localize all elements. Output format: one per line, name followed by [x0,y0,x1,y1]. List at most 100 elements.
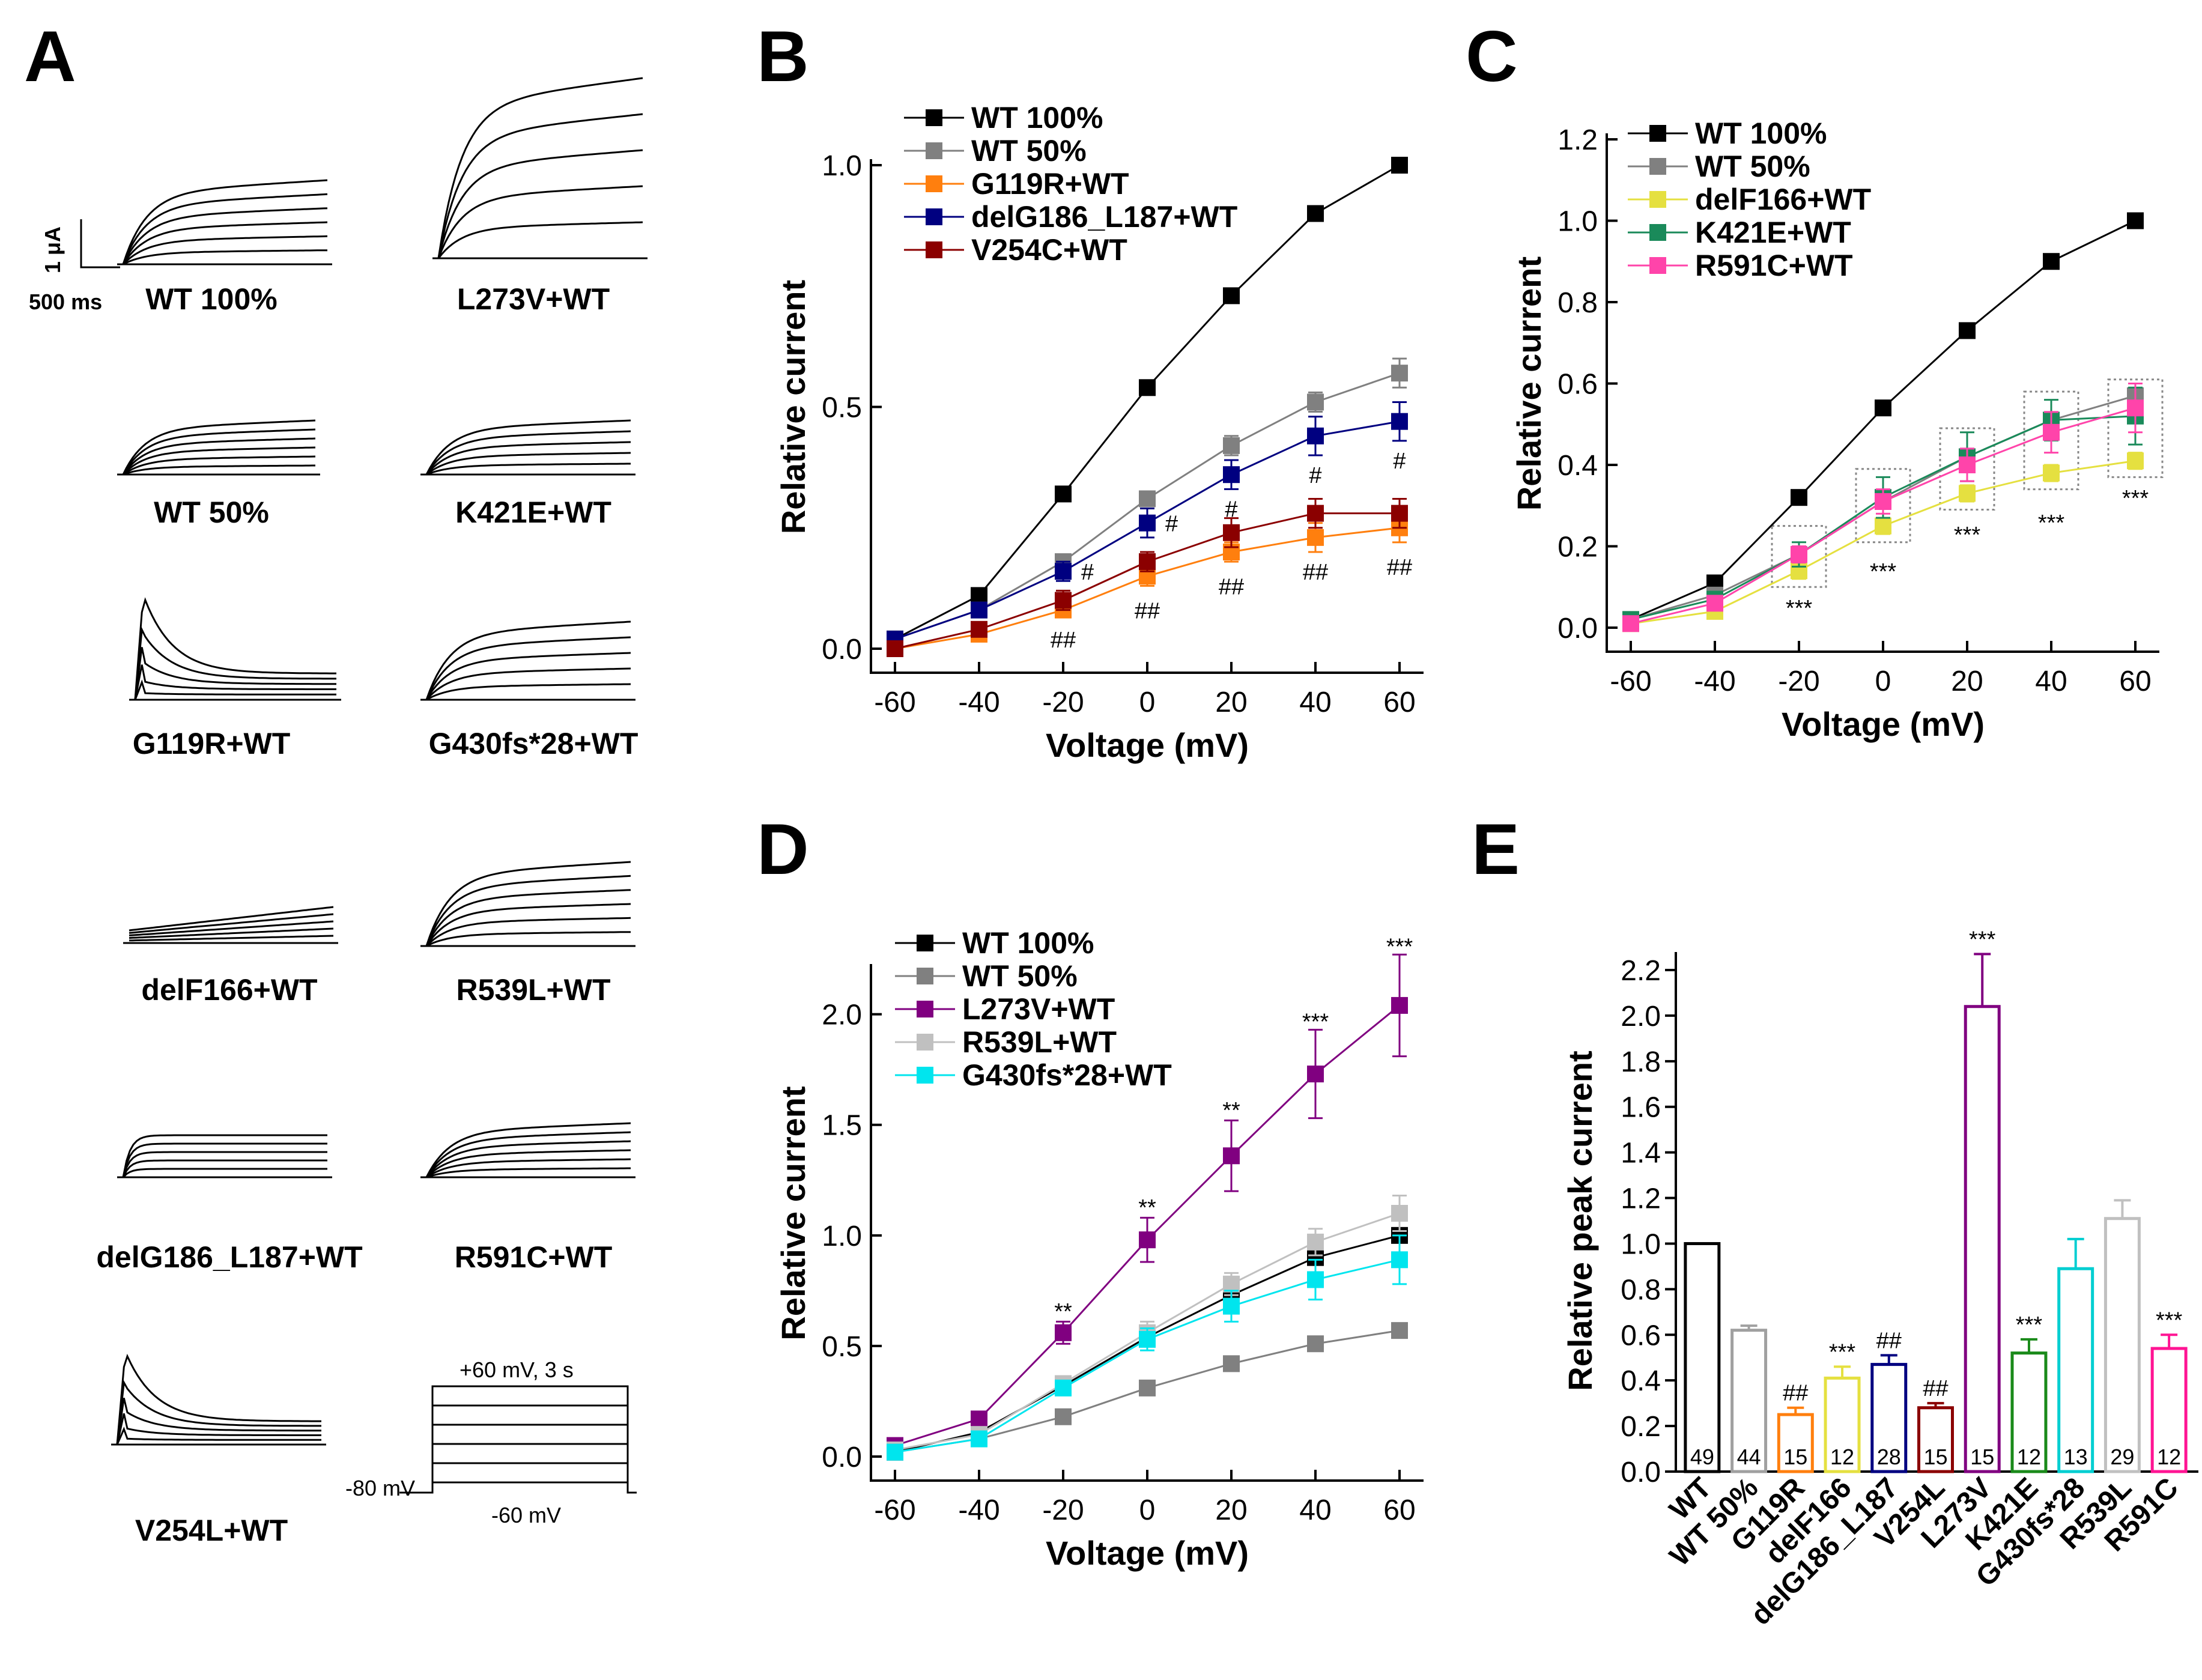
n-label: 44 [1737,1445,1761,1469]
significance-marker: *** [1829,1339,1856,1365]
y-axis-label: Relative current [774,280,812,534]
trace-sweep [129,920,334,936]
data-point [2127,399,2144,417]
trace-sweep [425,861,631,947]
trace-sweep [123,464,315,476]
trace-sweep [437,221,643,259]
legend-label-wt-50: WT 50% [971,134,1087,168]
trace-label-wt-50: WT 50% [154,496,269,529]
x-tick-label: -60 [874,687,915,718]
legend-label-wt-100: WT 100% [971,101,1103,135]
significance-marker: # [1393,449,1406,474]
trace-sweep [425,889,631,947]
data-point [1139,553,1156,571]
significance-marker: # [1309,463,1321,488]
data-point [1223,524,1240,541]
data-point [1055,563,1072,580]
data-point [1307,427,1324,444]
data-point [2127,212,2144,229]
legend-label-v254c-wt: V254C+WT [971,233,1127,267]
significance-marker: # [1225,497,1237,523]
trace-sweep [437,185,643,259]
trace-label-v254l-wt: V254L+WT [135,1514,288,1547]
trace-sweep [122,193,328,265]
series-v254c-wt [887,497,1408,657]
trace-sweep [426,1167,631,1178]
data-point [1139,514,1156,532]
trace-r539l-wt: R539L+WT [420,861,635,1007]
data-point [2043,464,2060,482]
chart-d: 0.0 0.5 1.0 1.5 2.0 -60 -40 -20 0 20 40 60 Voltage (… [774,926,1424,1572]
trace-g430fs-28-wt: G430fs*28+WT [420,620,638,760]
y-tick-label: 1.0 [1557,206,1598,238]
trace-sweep [116,1353,321,1445]
bar [1730,1329,1768,1473]
x-tick-label: 40 [2035,666,2067,697]
group-box [2023,390,2079,491]
panel-letter-a: A [24,16,76,97]
y-tick-label: 1.4 [1621,1138,1661,1169]
data-point [1307,1271,1324,1288]
significance-marker: ## [1219,574,1244,599]
significance-marker: # [1165,512,1178,537]
x-axis-label: Voltage (mV) [1046,726,1249,764]
trace-delg186-l187-wt: delG186_L187+WT [96,1134,363,1274]
trace-sweep [425,441,631,475]
data-point [1307,1335,1324,1353]
trace-sweep [122,221,328,265]
x-tick-label: 0 [1139,1494,1156,1526]
significance-marker: ## [1051,628,1076,653]
y-tick-label: 0.0 [822,1442,862,1473]
trace-sweep [426,931,631,947]
trace-sweep [129,927,334,939]
significance-marker: *** [1302,1010,1329,1035]
y-tick-label: 2.0 [822,999,862,1031]
n-label: 15 [1783,1445,1807,1469]
legend-label-g430fs-28-wt: G430fs*28+WT [962,1058,1172,1092]
bar [2057,1267,2094,1473]
significance-marker: *** [2016,1312,2043,1338]
trace-sweep [116,1398,321,1445]
y-tick-label: 0.0 [1621,1457,1661,1488]
trace-sweep [122,428,316,475]
bar-group-delg186-l187: 28##delG186_L187 [1745,1328,1908,1631]
y-tick-label: 0.2 [1621,1411,1661,1443]
scale-bar-current: 1 μA [40,226,65,273]
trace-sweep [123,455,316,476]
trace-label-l273v-wt: L273V+WT [457,282,610,316]
y-tick-label: 1.5 [822,1110,862,1142]
legend-label-l273v-wt: L273V+WT [962,992,1115,1026]
x-tick-label: 60 [1383,1494,1415,1526]
significance-marker: ** [1138,1195,1156,1221]
x-tick-label: -60 [1610,666,1651,697]
y-tick-label: 0.0 [822,634,862,666]
data-point [1223,1147,1240,1165]
legend-marker [1649,125,1666,142]
data-point [1139,490,1156,508]
trace-g119r-wt: G119R+WT [129,597,341,760]
trace-sweep [129,913,334,934]
significance-marker: *** [1870,559,1897,584]
bar [1824,1376,1861,1473]
trace-label-delf166-wt: delF166+WT [141,973,317,1007]
trace-sweep [122,1159,327,1178]
data-point [2127,452,2144,470]
data-point [1055,592,1072,609]
trace-sweep [425,1140,631,1178]
data-point [1055,485,1072,503]
data-point [1055,1408,1072,1425]
y-tick-label: 1.0 [822,1221,862,1252]
data-point [1875,517,1891,535]
voltage-protocol: +60 mV, 3 s -80 mV -60 mV [345,1357,637,1527]
data-point [1223,1355,1240,1372]
trace-sweep [426,462,631,476]
y-tick-label: 0.2 [1557,532,1598,563]
legend-marker [917,1067,933,1084]
significance-marker: ## [1783,1381,1808,1406]
series-delg186-l187-wt [887,401,1408,647]
significance-marker: ## [1303,560,1328,585]
legend-marker [917,1001,933,1017]
trace-v254l-wt: V254L+WT [111,1353,326,1547]
trace-sweep [122,179,328,265]
